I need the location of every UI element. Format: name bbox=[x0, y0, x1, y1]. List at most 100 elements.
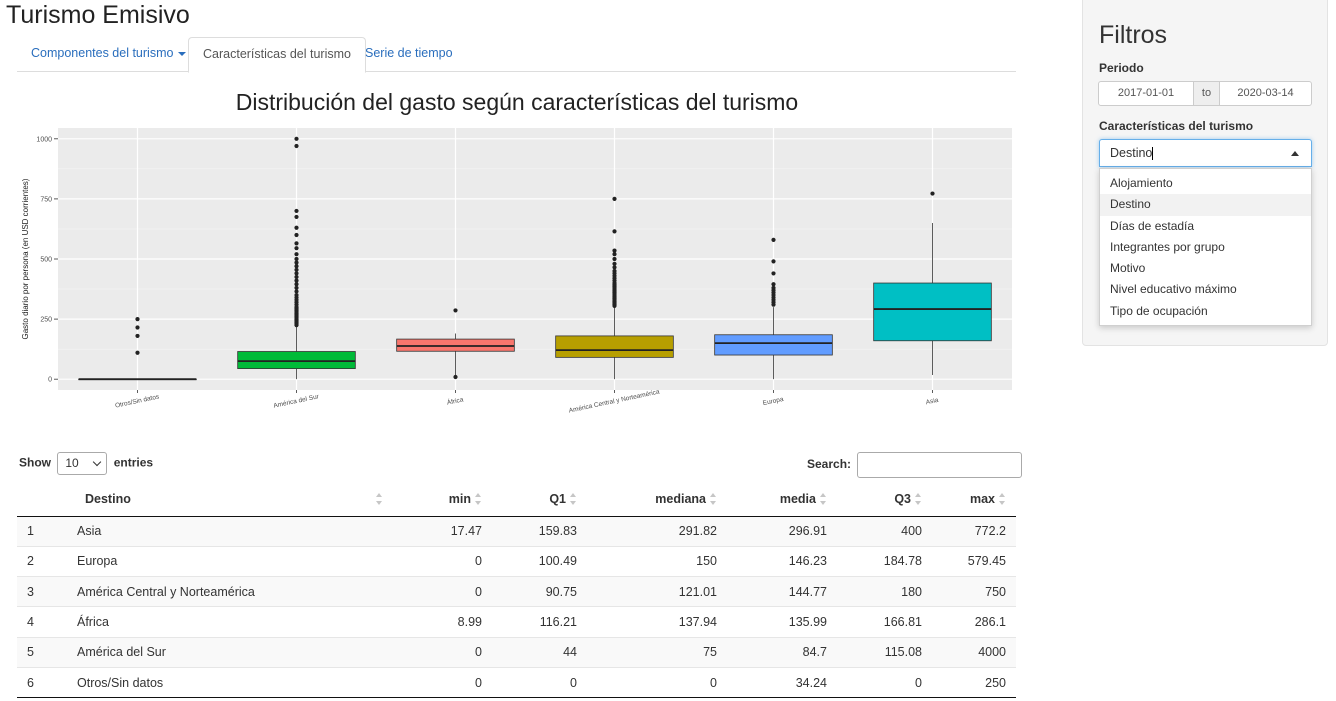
search-input[interactable] bbox=[857, 452, 1023, 478]
outlier-point bbox=[294, 292, 299, 298]
column-header-label: Q3 bbox=[894, 491, 911, 506]
box-4 bbox=[714, 334, 833, 356]
filters-panel: Filtros Periodo 2017-01-01 to 2020-03-14… bbox=[1082, 0, 1328, 346]
table-row: 1 Asia 17.47 159.83 291.82 296.91 400 77… bbox=[17, 516, 1016, 547]
cell-min: 0 bbox=[397, 545, 492, 577]
cell-index: 1 bbox=[17, 516, 67, 547]
outlier-point bbox=[612, 261, 617, 266]
outlier-point bbox=[453, 374, 458, 380]
cell-media: 135.99 bbox=[727, 606, 837, 638]
tab-label: Características del turismo bbox=[203, 47, 351, 61]
entries-select[interactable]: 10 bbox=[57, 452, 108, 475]
outlier-point bbox=[294, 256, 299, 262]
outlier-point bbox=[612, 256, 617, 262]
cell-media: 144.77 bbox=[727, 576, 837, 607]
column-header-destino[interactable]: Destino bbox=[67, 482, 397, 517]
outlier-point bbox=[612, 196, 617, 202]
cell-mediana: 75 bbox=[587, 636, 727, 668]
cell-mediana: 121.01 bbox=[587, 576, 727, 607]
outlier-point bbox=[135, 316, 140, 322]
cell-min: 0 bbox=[397, 576, 492, 607]
sort-icon bbox=[570, 493, 577, 506]
cell-media: 296.91 bbox=[727, 516, 837, 547]
tab-label: Serie de tiempo bbox=[365, 46, 453, 60]
cell-q3: 0 bbox=[837, 666, 932, 699]
column-header-index bbox=[17, 482, 67, 517]
summary-table: Destino min Q1 mediana media Q3 max 1 As… bbox=[17, 482, 1016, 699]
column-header-max[interactable]: max bbox=[932, 482, 1016, 517]
outlier-point bbox=[612, 229, 617, 234]
tab-serie-de-tiempo[interactable]: Serie de tiempo bbox=[351, 37, 467, 72]
option-alojamiento[interactable]: Alojamiento bbox=[1110, 176, 1173, 190]
tab-label: Componentes del turismo bbox=[31, 46, 174, 60]
date-start-input[interactable]: 2017-01-01 bbox=[1098, 81, 1194, 106]
option-tipo-de-ocupacion[interactable]: Tipo de ocupación bbox=[1110, 303, 1208, 318]
cell-max: 286.1 bbox=[932, 606, 1016, 638]
search-label: Search: bbox=[807, 457, 852, 472]
cell-q1: 44 bbox=[492, 636, 587, 668]
option-integrantes-por-grupo[interactable]: Integrantes por grupo bbox=[1110, 239, 1225, 254]
date-range-separator: to bbox=[1194, 81, 1219, 106]
chevron-down-icon bbox=[93, 457, 102, 467]
outlier-point bbox=[294, 264, 299, 269]
table-row: 4 África 8.99 116.21 137.94 135.99 166.8… bbox=[17, 606, 1016, 638]
cell-min: 0 bbox=[397, 636, 492, 668]
cell-destino: Otros/Sin datos bbox=[67, 666, 397, 699]
app-title: Turismo Emisivo bbox=[6, 1, 190, 29]
outlier-point bbox=[294, 214, 299, 220]
option-dias-de-estadia[interactable]: Días de estadía bbox=[1110, 218, 1195, 233]
cell-q3: 180 bbox=[837, 576, 932, 607]
boxplot-chart: Distribución del gasto según característ… bbox=[21, 89, 1012, 415]
date-end-input[interactable]: 2020-03-14 bbox=[1219, 81, 1312, 106]
characteristics-select-value: Destino bbox=[1110, 146, 1153, 160]
cell-q1: 116.21 bbox=[492, 606, 587, 638]
table-row: 3 América Central y Norteamérica 0 90.75… bbox=[17, 576, 1016, 607]
column-header-label: max bbox=[969, 491, 995, 506]
cell-index: 3 bbox=[17, 576, 67, 607]
outlier-point bbox=[612, 252, 617, 257]
cell-q1: 0 bbox=[492, 666, 587, 699]
cell-min: 8.99 bbox=[397, 606, 492, 638]
option-motivo[interactable]: Motivo bbox=[1110, 261, 1146, 276]
sort-icon bbox=[376, 493, 383, 505]
outlier-point bbox=[294, 289, 299, 294]
caret-down-icon bbox=[178, 51, 187, 56]
cell-q3: 115.08 bbox=[837, 636, 932, 668]
cell-index: 2 bbox=[17, 545, 67, 577]
cell-media: 84.7 bbox=[727, 636, 837, 668]
text-cursor bbox=[1152, 147, 1154, 161]
outlier-point bbox=[771, 237, 776, 243]
tab-componentes-del-turismo[interactable]: Componentes del turismo bbox=[17, 37, 200, 72]
column-header-q3[interactable]: Q3 bbox=[837, 482, 932, 517]
column-header-mediana[interactable]: mediana bbox=[587, 482, 727, 517]
column-header-media[interactable]: media bbox=[727, 482, 837, 517]
column-header-q1[interactable]: Q1 bbox=[492, 482, 587, 517]
filters-title: Filtros bbox=[1099, 21, 1168, 49]
outlier-point bbox=[294, 232, 299, 238]
tab-caracteristicas-del-turismo[interactable]: Características del turismo bbox=[188, 37, 366, 73]
y-tick-label: 1000 bbox=[36, 136, 52, 143]
column-header-label: media bbox=[779, 491, 816, 506]
outlier-point bbox=[771, 271, 776, 276]
outlier-point bbox=[294, 260, 299, 265]
cell-mediana: 137.94 bbox=[587, 606, 727, 638]
cell-max: 250 bbox=[932, 666, 1016, 699]
column-header-min[interactable]: min bbox=[397, 482, 492, 517]
table-search-control: Search: bbox=[807, 452, 1023, 478]
outlier-point bbox=[294, 208, 299, 214]
outlier-point bbox=[294, 225, 299, 230]
outlier-point bbox=[135, 325, 140, 330]
x-tick-label: Europa bbox=[762, 396, 784, 407]
cell-index: 4 bbox=[17, 606, 67, 638]
option-nivel-educativo-maximo[interactable]: Nivel educativo máximo bbox=[1110, 282, 1237, 297]
table-row: 2 Europa 0 100.49 150 146.23 184.78 579.… bbox=[17, 545, 1016, 577]
option-destino[interactable]: Destino bbox=[1100, 194, 1311, 216]
characteristics-select[interactable]: Destino bbox=[1099, 139, 1312, 167]
sort-icon bbox=[999, 493, 1006, 506]
cell-q3: 400 bbox=[837, 516, 932, 547]
outlier-point bbox=[294, 271, 299, 276]
outlier-point bbox=[930, 191, 935, 196]
y-tick-label: 750 bbox=[40, 196, 52, 203]
cell-index: 6 bbox=[17, 666, 67, 699]
outlier-point bbox=[294, 143, 299, 149]
